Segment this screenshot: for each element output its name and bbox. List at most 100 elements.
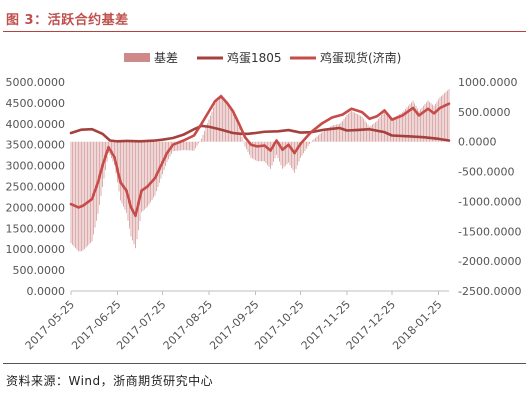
y-left-tick-label: 500.0000 [13, 264, 66, 277]
basis-bar [390, 117, 391, 142]
y-right-tick-label: 500.0000 [458, 106, 511, 119]
basis-bar [357, 114, 358, 142]
basis-bar [207, 123, 208, 142]
basis-bar [309, 141, 310, 145]
y-left-tick-label: 2000.0000 [6, 201, 66, 214]
basis-bar [231, 108, 232, 142]
basis-bar [226, 101, 228, 142]
y-left-tick-label: 4000.0000 [6, 118, 66, 131]
basis-bar [181, 141, 183, 151]
basis-bar [436, 101, 438, 142]
basis-bar [423, 105, 424, 142]
basis-bar [331, 125, 333, 142]
basis-bar [208, 119, 210, 142]
legend-label: 基差 [154, 51, 178, 65]
y-right-tick-label: 0.0000 [458, 136, 497, 149]
basis-bar [342, 121, 343, 142]
basis-bar [124, 141, 126, 210]
basis-bar [148, 141, 150, 205]
basis-bar [274, 141, 276, 159]
basis-bar [369, 126, 370, 142]
basis-bar [388, 115, 390, 142]
basis-bar [90, 141, 91, 243]
y-left-tick-label: 4500.0000 [6, 97, 66, 110]
basis-bar [121, 141, 123, 204]
basis-bar [351, 110, 352, 142]
basis-bar [94, 141, 96, 228]
basis-bar [219, 96, 220, 142]
basis-bar [222, 95, 223, 142]
basis-bar [352, 111, 354, 142]
y-right-tick-label: -2500.0000 [458, 285, 521, 298]
basis-bar [162, 141, 163, 175]
basis-bar [277, 141, 279, 159]
basis-bar [264, 141, 265, 162]
legend-swatch-basis [124, 53, 150, 62]
basis-bar [438, 99, 439, 142]
basis-bar [256, 141, 258, 162]
basis-bar [399, 114, 400, 142]
basis-bar [202, 134, 204, 142]
basis-bar [288, 141, 289, 163]
basis-bar [384, 110, 385, 142]
basis-bar [393, 118, 394, 142]
basis-bar [160, 141, 162, 179]
basis-bar [129, 141, 130, 229]
basis-bar [306, 141, 307, 149]
basis-bar [330, 126, 331, 142]
basis-bar [396, 116, 397, 142]
footer-divider [3, 363, 526, 364]
basis-bar [442, 94, 444, 142]
basis-bar [304, 141, 306, 151]
basis-bar [177, 141, 178, 151]
basis-bar [421, 107, 423, 142]
basis-bar [367, 124, 369, 142]
basis-bar [337, 124, 339, 142]
basis-bar [259, 141, 261, 162]
basis-bar [262, 141, 264, 162]
basis-bar [195, 141, 196, 149]
basis-bar [75, 141, 76, 249]
basis-bar [249, 141, 250, 155]
basis-bar [142, 141, 144, 211]
basis-bar [204, 131, 205, 142]
basis-bar [232, 110, 234, 142]
basis-bar [322, 131, 324, 142]
basis-bar [415, 105, 417, 142]
y-right-tick-label: -500.0000 [458, 166, 514, 179]
basis-bar [223, 97, 225, 142]
basis-bar [394, 117, 396, 142]
basis-bar [192, 141, 193, 151]
basis-bar [154, 141, 156, 196]
basis-bar [418, 111, 420, 142]
basis-bar [300, 141, 301, 158]
basis-bar [234, 114, 235, 142]
basis-bar [385, 112, 387, 142]
y-right-tick-label: 1000.0000 [458, 76, 518, 89]
basis-bar [73, 141, 75, 247]
basis-bar [159, 141, 160, 183]
basis-bar [127, 141, 129, 221]
basis-bar [315, 137, 316, 142]
basis-bar [183, 141, 184, 151]
basis-bar [276, 141, 277, 155]
basis-bar [198, 141, 199, 144]
basis-bar [150, 141, 151, 203]
basis-bar [258, 141, 259, 162]
basis-bar [295, 141, 297, 170]
basis-bar [157, 141, 159, 187]
figure-title: 图 3：活跃合约基差 [6, 13, 129, 28]
basis-bar [250, 141, 252, 158]
basis-bar [405, 109, 406, 142]
basis-bar [447, 90, 448, 142]
basis-bar [85, 141, 87, 248]
basis-bar [145, 141, 147, 209]
basis-bar [426, 102, 427, 142]
spot-jinan-line [69, 94, 451, 218]
basis-bar [391, 119, 393, 142]
basis-bar [268, 141, 270, 167]
basis-bar [444, 93, 445, 142]
basis-bar [286, 141, 288, 165]
basis-bar [321, 132, 322, 142]
basis-bar [292, 141, 294, 171]
